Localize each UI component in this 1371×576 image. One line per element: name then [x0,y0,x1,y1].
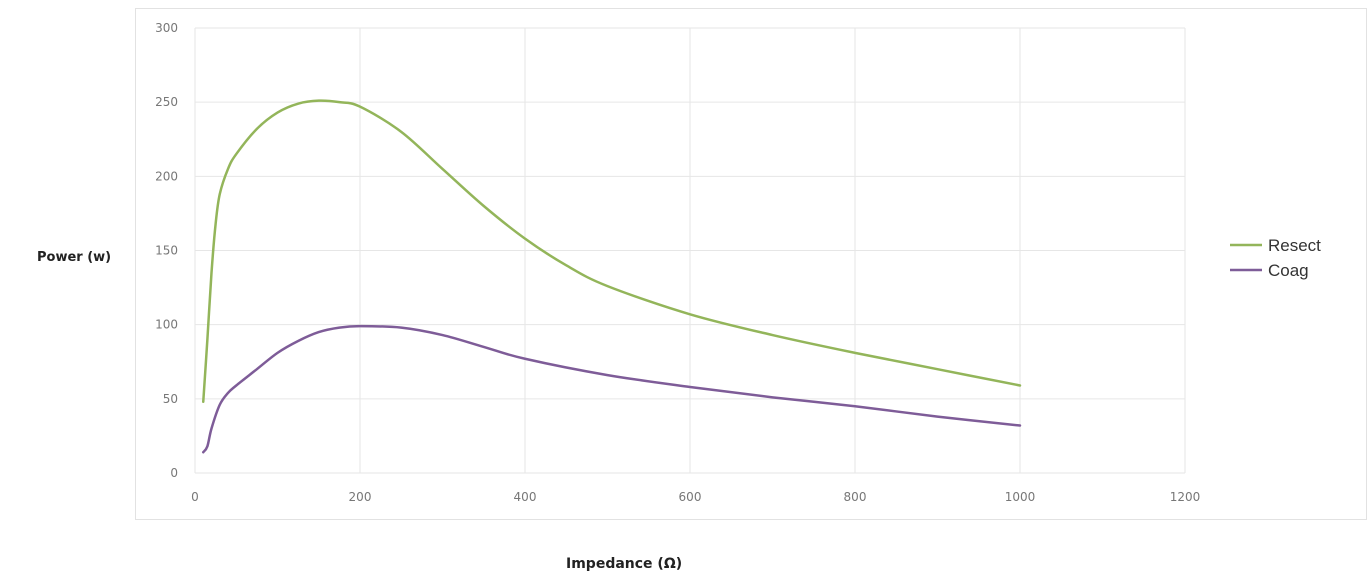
legend: Resect Coag [1230,236,1321,280]
x-tick-label: 0 [191,490,199,504]
series-line-coag [202,324,1022,454]
y-tick-label: 200 [155,169,178,183]
y-tick-label: 0 [170,466,178,480]
y-tick-label: 50 [163,392,178,406]
x-tick-label: 1200 [1170,490,1201,504]
series-line-resect [202,99,1022,404]
x-tick-label: 1000 [1005,490,1036,504]
y-axis-label: Power (w) [37,250,112,265]
chart-frame [135,8,1367,520]
x-tick-label: 800 [844,490,867,504]
x-axis-label: Impedance (Ω) [566,556,683,572]
series-lines [202,99,1022,454]
axes: 0 50 100 150 200 250 300 0 200 400 600 800 1000 1200 [155,21,1200,504]
y-tick-label: 150 [155,244,178,258]
y-tick-label: 300 [155,21,178,35]
legend-label-resect: Resect [1268,236,1321,255]
y-tick-label: 250 [155,95,178,109]
x-tick-label: 200 [349,490,372,504]
grid [194,27,1186,474]
legend-label-coag: Coag [1268,261,1309,280]
y-tick-label: 100 [155,318,178,332]
x-tick-label: 400 [514,490,537,504]
x-tick-label: 600 [679,490,702,504]
